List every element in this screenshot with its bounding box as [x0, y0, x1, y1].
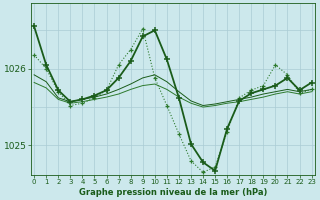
X-axis label: Graphe pression niveau de la mer (hPa): Graphe pression niveau de la mer (hPa) [79, 188, 267, 197]
